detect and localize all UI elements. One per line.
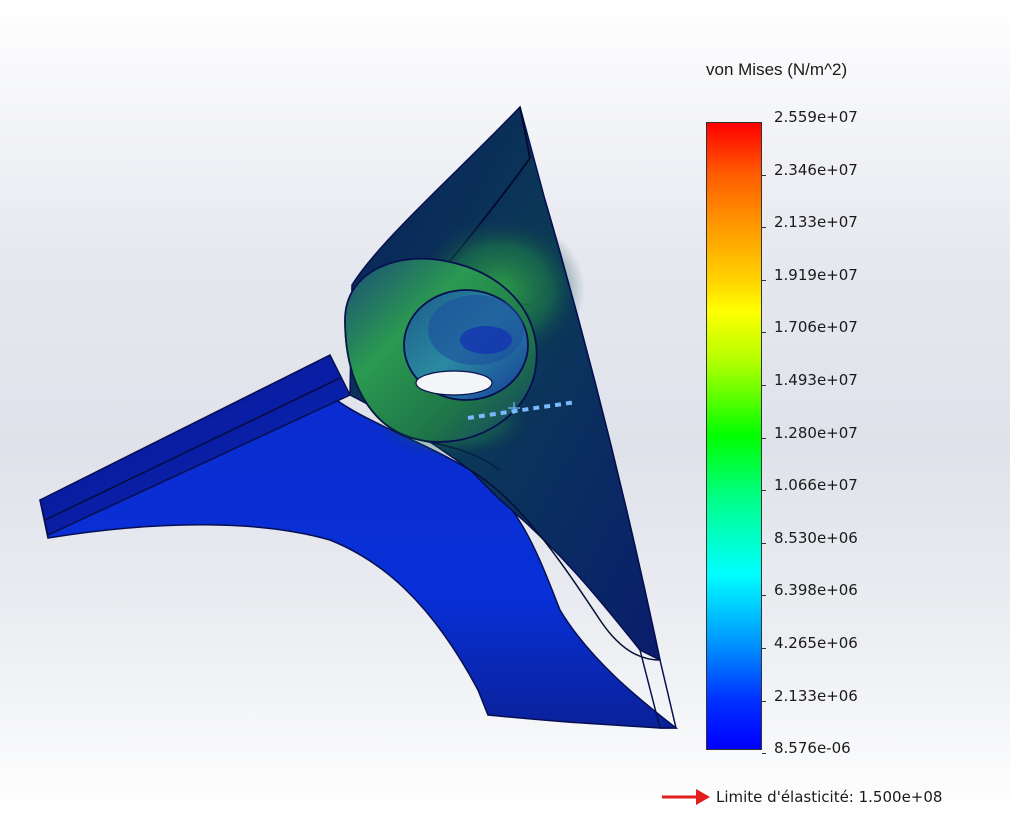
- colorbar-tick-mark: [762, 542, 766, 544]
- colorbar-tick-mark: [762, 385, 766, 386]
- colorbar-tick-mark: [762, 595, 766, 597]
- colorbar-tick-mark: [762, 490, 766, 492]
- colorbar-tick-label: 1.706e+07: [774, 318, 858, 337]
- colorbar-tick-mark: [762, 437, 766, 439]
- yield-limit-label: Limite d'élasticité: 1.500e+08: [716, 788, 943, 806]
- colorbar-tick-label: 2.346e+07: [774, 160, 858, 179]
- colorbar-tick-mark: [762, 227, 766, 229]
- colorbar-tick-label: 1.280e+07: [774, 423, 858, 442]
- stress-colorbar[interactable]: [706, 122, 762, 750]
- colorbar-tick-mark: [762, 700, 766, 702]
- colorbar-tick-mark: [762, 279, 766, 281]
- colorbar-tick-label: 1.919e+07: [774, 265, 858, 284]
- colorbar-tick-label: 2.559e+07: [774, 108, 858, 126]
- right-arrow-icon: [662, 789, 710, 805]
- colorbar-tick-label: 8.530e+06: [774, 528, 858, 547]
- colorbar-tick-label: 4.265e+06: [774, 634, 858, 652]
- right-arm-edge: [544, 199, 677, 729]
- yield-limit-indicator: Limite d'élasticité: 1.500e+08: [660, 786, 942, 808]
- colorbar-tick-label: 6.398e+06: [774, 581, 858, 600]
- colorbar-tick-label: 2.133e+07: [774, 213, 858, 232]
- reference-axis: [467, 400, 577, 420]
- colorbar-tick-label: 8.576e-06: [774, 739, 851, 758]
- colorbar-tick-mark: [762, 648, 766, 649]
- colorbar-tick-label: 1.066e+07: [774, 476, 858, 495]
- colorbar-tick-label: 1.493e+07: [774, 371, 858, 389]
- colorbar-tick-mark: [762, 332, 766, 334]
- colorbar-tick-mark: [762, 174, 766, 176]
- legend-title: von Mises (N/m^2): [706, 60, 848, 79]
- colorbar-tick-label: 2.133e+06: [774, 686, 858, 705]
- colorbar-tick-mark: [762, 753, 766, 755]
